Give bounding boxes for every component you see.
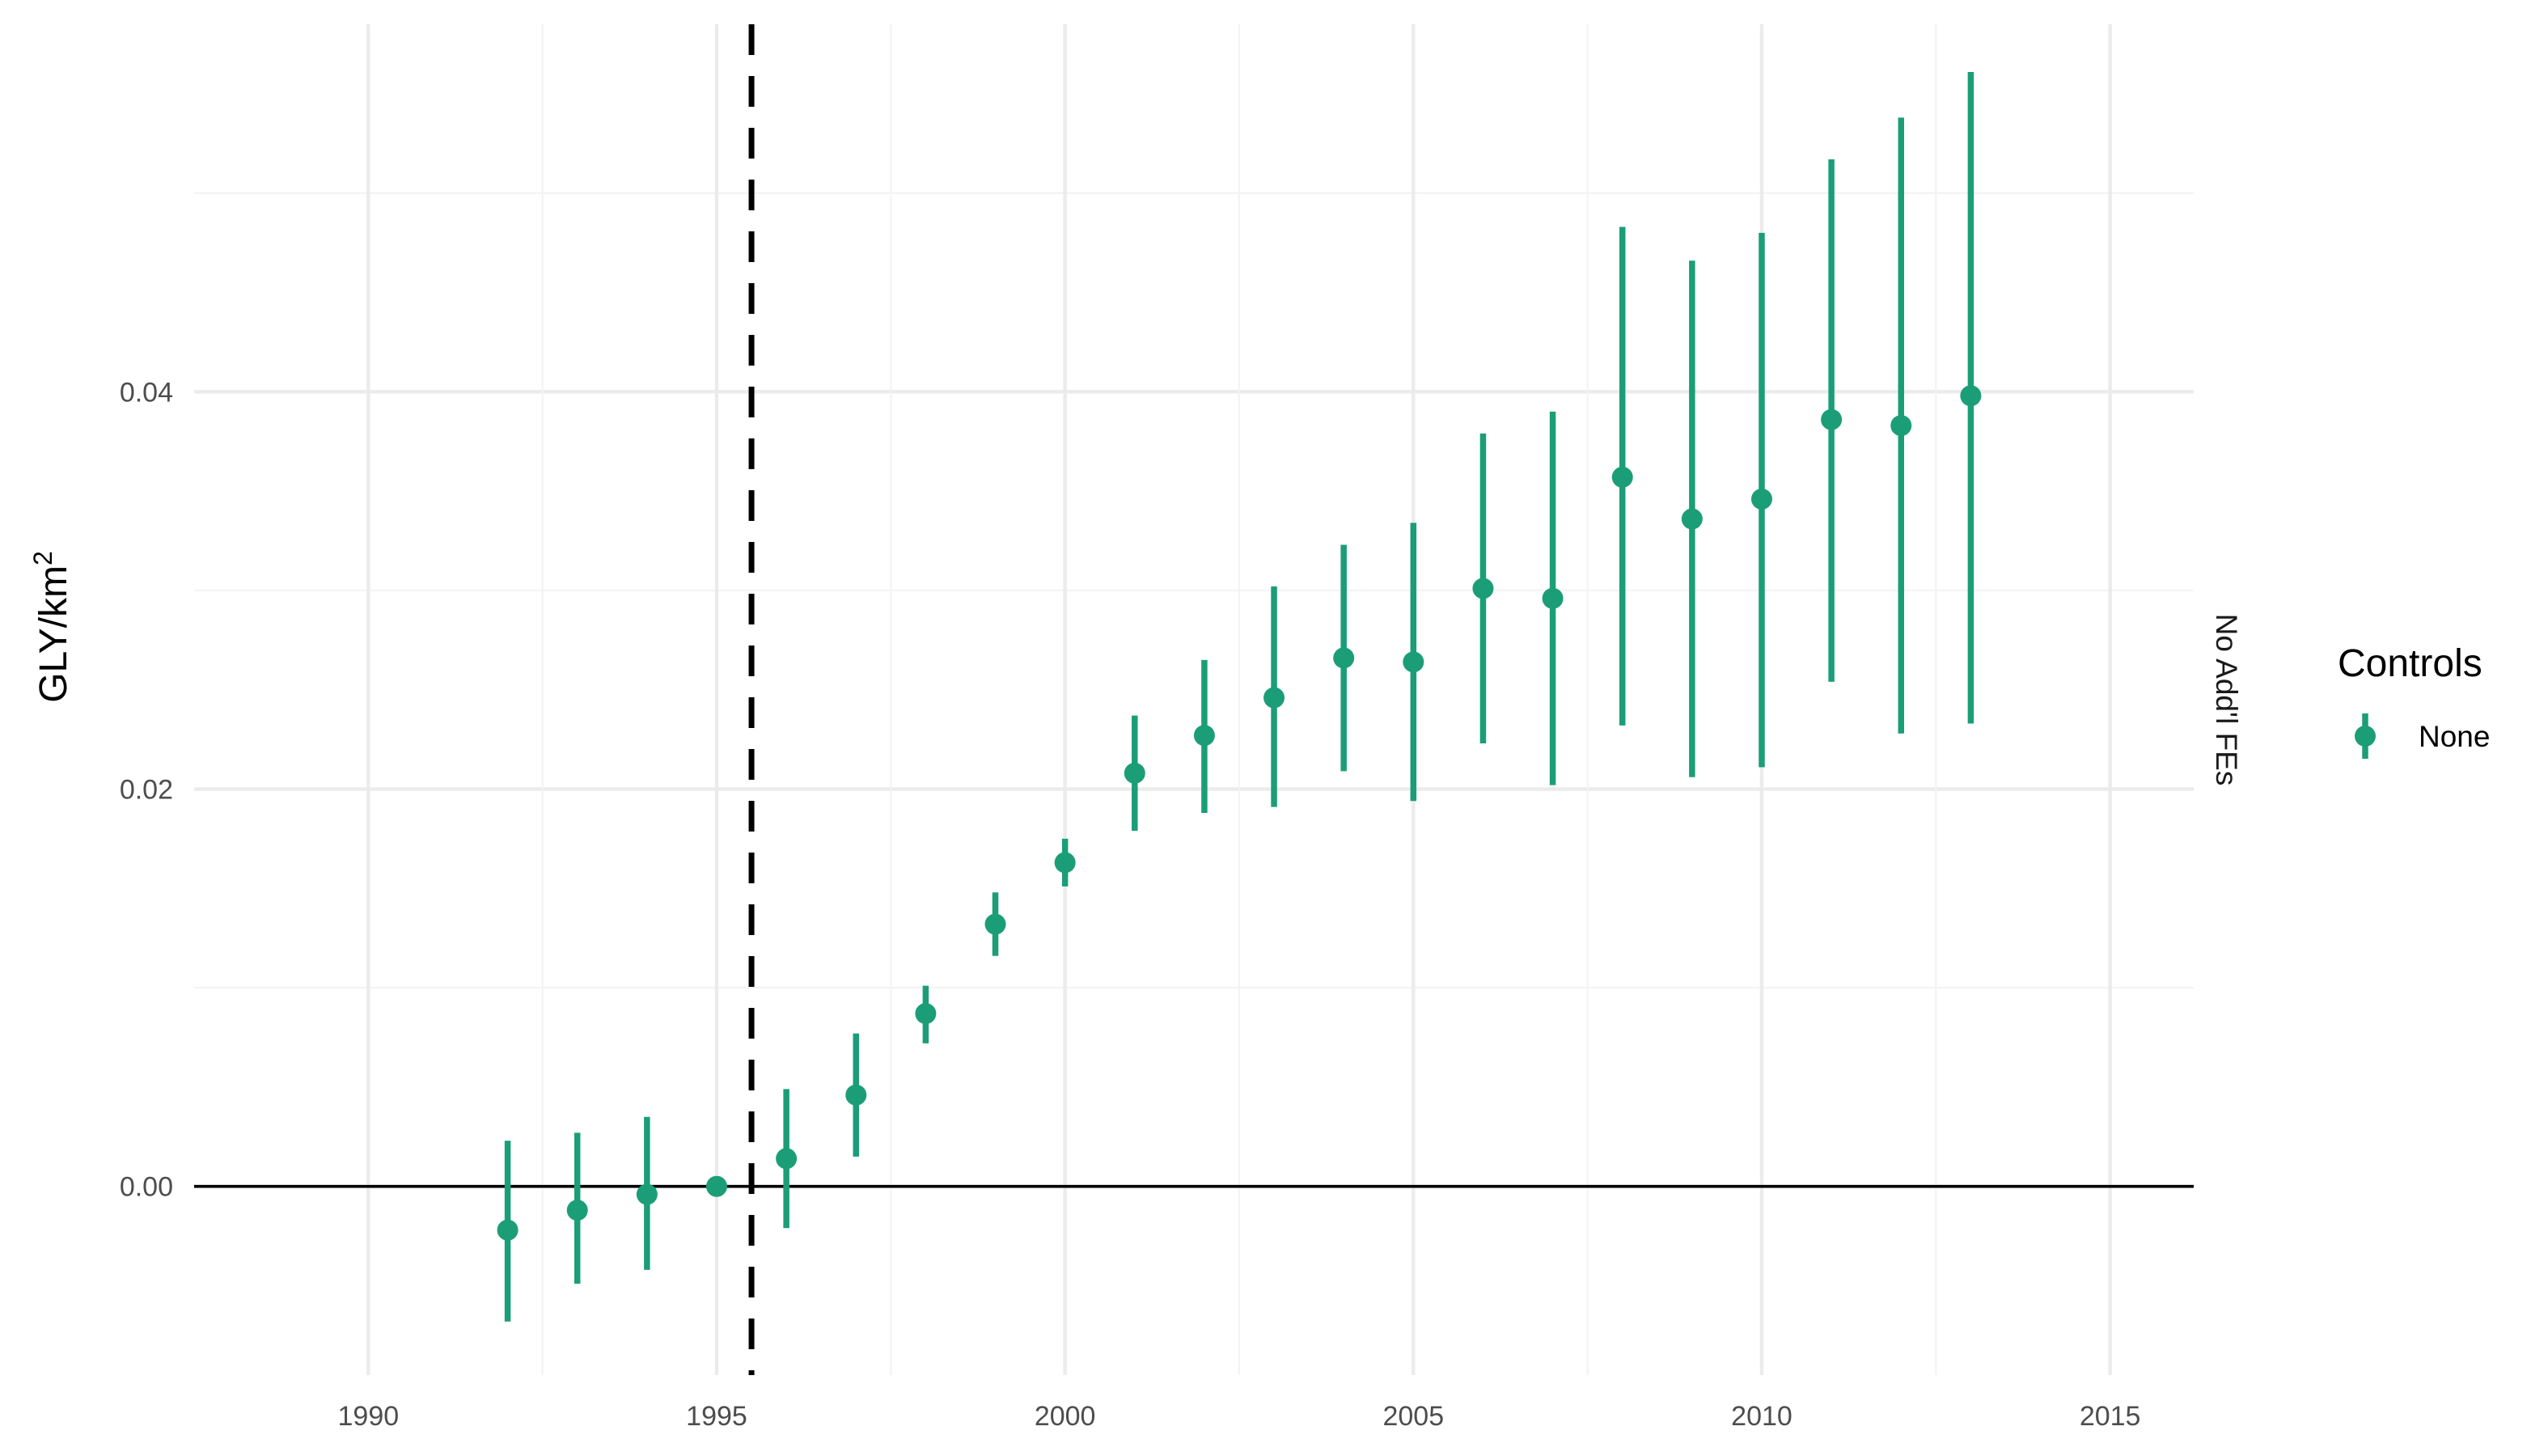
x-tick-label: 2015 (2080, 1401, 2141, 1432)
data-point (1193, 725, 1215, 747)
y-tick-label: 0.02 (120, 775, 173, 806)
x-tick-label: 2010 (1731, 1401, 1792, 1432)
data-point (1542, 587, 1564, 609)
data-point (1821, 408, 1843, 430)
x-tick-label: 2005 (1382, 1401, 1444, 1432)
y-axis-title-base: GLY/km (32, 565, 75, 703)
x-axis-tick-labels: 1990 1995 2000 2005 2010 2015 (338, 1401, 2141, 1432)
legend-title: Controls (2338, 642, 2482, 685)
data-point (1960, 385, 1982, 407)
data-point (566, 1200, 588, 1221)
data-point (1333, 647, 1355, 669)
data-point (845, 1084, 867, 1106)
data-point (1054, 852, 1076, 874)
y-tick-label: 0.00 (120, 1172, 173, 1203)
legend-label-none: None (2419, 720, 2490, 753)
data-point (705, 1175, 727, 1197)
data-point (984, 913, 1006, 935)
data-point (776, 1148, 798, 1170)
data-point (497, 1219, 518, 1241)
data-point (636, 1183, 658, 1205)
y-tick-label: 0.04 (120, 377, 173, 408)
x-tick-label: 1995 (686, 1401, 747, 1432)
y-axis-title-superscript: 2 (28, 551, 57, 565)
y-axis-tick-labels: 0.00 0.02 0.04 (120, 377, 173, 1202)
data-point (1263, 687, 1285, 709)
data-point (1124, 762, 1145, 784)
legend: Controls None (2338, 642, 2490, 759)
data-point (1472, 578, 1494, 599)
facet-strip-label: No Add'l FEs (2210, 614, 2243, 786)
data-point (915, 1003, 937, 1025)
x-tick-label: 2000 (1035, 1401, 1096, 1432)
data-point (1890, 415, 1912, 437)
legend-key-point (2355, 726, 2376, 747)
y-axis-title: GLY/km2 (28, 551, 75, 703)
legend-key-none (2355, 713, 2376, 759)
data-point (1403, 651, 1424, 673)
plot-area (194, 24, 2194, 1375)
x-tick-label: 1990 (338, 1401, 400, 1432)
series-none (497, 71, 1982, 1322)
data-point (1681, 508, 1703, 530)
data-point (1750, 488, 1772, 510)
data-point (1611, 466, 1633, 488)
reference-lines (194, 24, 2194, 1375)
